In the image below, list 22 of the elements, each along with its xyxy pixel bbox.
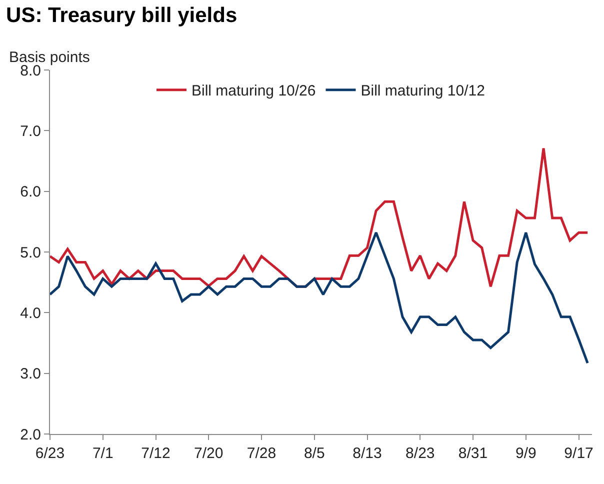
x-tick-label: 9/9 <box>515 445 536 462</box>
x-tick-label: 8/13 <box>352 445 382 462</box>
legend-label: Bill maturing 10/26 <box>192 82 316 100</box>
y-tick-label: 6.0 <box>20 184 41 201</box>
y-tick-label: 7.0 <box>20 122 41 140</box>
x-tick-label: 6/23 <box>35 445 65 462</box>
x-tick-label: 7/20 <box>194 445 224 462</box>
x-tick-label: 7/12 <box>141 445 170 462</box>
y-tick-label: 2.0 <box>20 426 41 444</box>
y-tick-label: 3.0 <box>20 366 41 383</box>
x-tick-label: 7/28 <box>246 445 276 462</box>
chart-title: US: Treasury bill yields <box>6 4 238 27</box>
line-series <box>50 231 589 364</box>
x-tick-label: 9/17 <box>564 445 594 462</box>
line-series <box>50 147 589 288</box>
x-tick-label: 8/31 <box>458 445 488 462</box>
legend-label: Bill maturing 10/12 <box>360 82 485 100</box>
y-tick-label: 5.0 <box>20 244 41 262</box>
x-tick-label: 8/5 <box>304 445 325 462</box>
y-tick-label: 4.0 <box>20 304 41 322</box>
x-tick-label: 7/1 <box>92 445 114 462</box>
x-tick-label: 8/23 <box>406 445 435 462</box>
